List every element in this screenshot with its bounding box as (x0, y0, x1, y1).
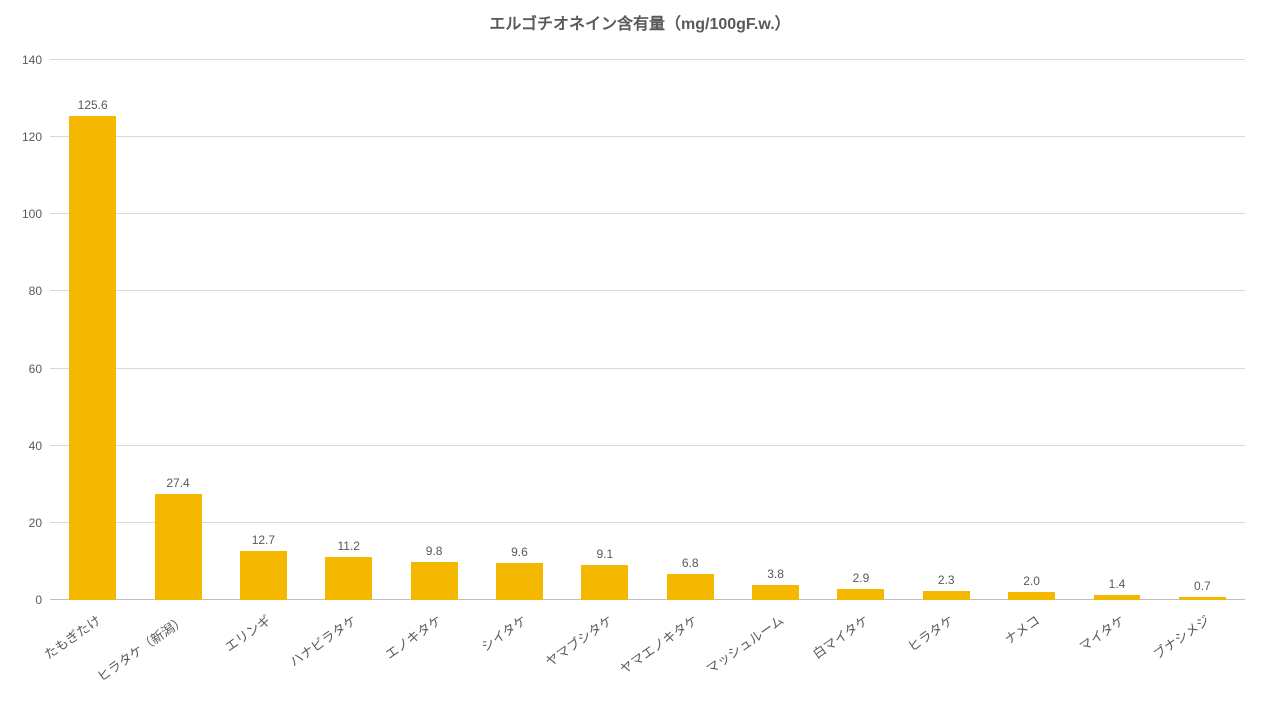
bar: 11.2 (325, 557, 372, 600)
bar-value-label: 9.8 (426, 544, 443, 562)
bar-value-label: 2.9 (853, 571, 870, 589)
y-tick-label: 40 (29, 439, 50, 453)
bar-value-label: 9.1 (596, 547, 613, 565)
bar-value-label: 27.4 (166, 476, 189, 494)
x-tick-label: ヒラタケ（新潟） (93, 610, 189, 685)
bar-value-label: 12.7 (252, 533, 275, 551)
bar-value-label: 2.3 (938, 573, 955, 591)
y-tick-label: 0 (35, 593, 50, 607)
x-tick-label: たもぎたけ (39, 610, 103, 663)
y-tick-label: 140 (22, 53, 50, 67)
x-tick-label: ヤマブシタケ (541, 610, 616, 670)
bar-value-label: 6.8 (682, 556, 699, 574)
x-tick-label: シイタケ (477, 610, 530, 655)
x-tick-label: ハナビラタケ (285, 610, 360, 670)
bar-value-label: 3.8 (767, 567, 784, 585)
bar: 0.7 (1179, 597, 1226, 600)
x-tick-label: 白マイタケ (808, 610, 872, 663)
bar-slot: 6.8ヤマエノキタケ (648, 60, 733, 600)
bar-value-label: 11.2 (338, 539, 360, 557)
bar-value-label: 0.7 (1194, 579, 1211, 597)
bar: 125.6 (69, 116, 116, 600)
bar-slot: 12.7エリンギ (221, 60, 306, 600)
x-tick-label: エリンギ (221, 610, 275, 655)
bar: 12.7 (240, 551, 287, 600)
y-tick-label: 60 (29, 362, 50, 376)
bar-slot: 2.0ナメコ (989, 60, 1074, 600)
bar-slot: 9.1ヤマブシタケ (562, 60, 647, 600)
y-tick-label: 20 (29, 516, 50, 530)
bar: 2.0 (1008, 592, 1055, 600)
bar-slot: 125.6たもぎたけ (50, 60, 135, 600)
bar-slot: 9.6シイタケ (477, 60, 562, 600)
bar: 6.8 (667, 574, 714, 600)
bar-slot: 2.9白マイタケ (818, 60, 903, 600)
bar: 9.6 (496, 563, 543, 600)
bar-slot: 0.7ブナシメジ (1160, 60, 1245, 600)
bar-slot: 11.2ハナビラタケ (306, 60, 391, 600)
chart-title: エルゴチオネイン含有量（mg/100gF.w.） (20, 10, 1260, 34)
bar: 9.1 (581, 565, 628, 600)
bar-value-label: 9.6 (511, 545, 528, 563)
x-tick-label: マイタケ (1075, 610, 1128, 655)
y-tick-label: 80 (29, 284, 50, 298)
bar: 1.4 (1094, 595, 1141, 600)
x-tick-label: ナメコ (1000, 610, 1043, 648)
y-tick-label: 120 (22, 130, 50, 144)
bar: 27.4 (155, 494, 202, 600)
y-tick-label: 100 (22, 207, 50, 221)
bar-chart: エルゴチオネイン含有量（mg/100gF.w.） 0 20 40 60 80 100 120… (0, 0, 1280, 720)
bar: 3.8 (752, 585, 799, 600)
bar: 2.3 (923, 591, 970, 600)
bars-container: 125.6たもぎたけ27.4ヒラタケ（新潟）12.7エリンギ11.2ハナビラタケ… (50, 60, 1245, 600)
bar-slot: 27.4ヒラタケ（新潟） (135, 60, 220, 600)
bar-slot: 1.4マイタケ (1074, 60, 1159, 600)
bar-value-label: 125.6 (78, 98, 108, 116)
bar-value-label: 2.0 (1023, 574, 1040, 592)
bar-slot: 2.3ヒラタケ (904, 60, 989, 600)
x-tick-label: エノキタケ (381, 610, 445, 663)
plot-area: 020406080100120140 125.6たもぎたけ27.4ヒラタケ（新潟… (50, 60, 1245, 600)
bar: 9.8 (411, 562, 458, 600)
x-tick-label: ブナシメジ (1149, 610, 1213, 663)
bar-value-label: 1.4 (1109, 577, 1126, 595)
x-tick-label: ヒラタケ (904, 610, 958, 655)
x-tick-label: マッシュルーム (701, 610, 786, 678)
bar-slot: 3.8マッシュルーム (733, 60, 818, 600)
bar-slot: 9.8エノキタケ (391, 60, 476, 600)
bar: 2.9 (837, 589, 884, 600)
x-tick-label: ヤマエノキタケ (616, 610, 701, 678)
